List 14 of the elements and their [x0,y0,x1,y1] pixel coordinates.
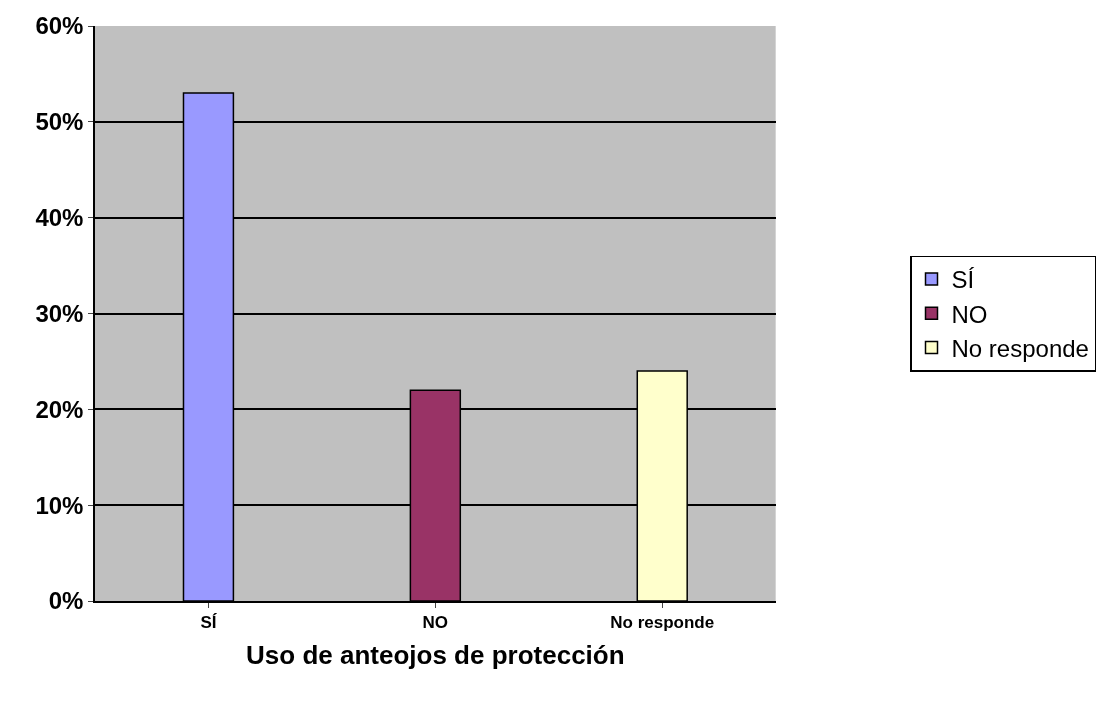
x-axis-title: Uso de anteojos de protección [246,640,625,671]
x-tick-label: NO [422,613,449,633]
y-tick-label: 30% [35,299,84,327]
y-tick-label: 0% [48,587,84,615]
y-tick-label: 60% [35,12,84,40]
y-tick-label: 20% [35,395,84,423]
legend-label: SÍ [951,266,975,294]
legend-label: No responde [951,334,1089,362]
x-tick-label: SÍ [200,613,218,633]
y-tick-label: 40% [35,204,84,232]
x-tick-label: No responde [610,613,715,633]
legend-label: NO [951,300,988,328]
y-tick-label: 10% [35,491,84,519]
y-tick-label: 50% [35,108,84,136]
